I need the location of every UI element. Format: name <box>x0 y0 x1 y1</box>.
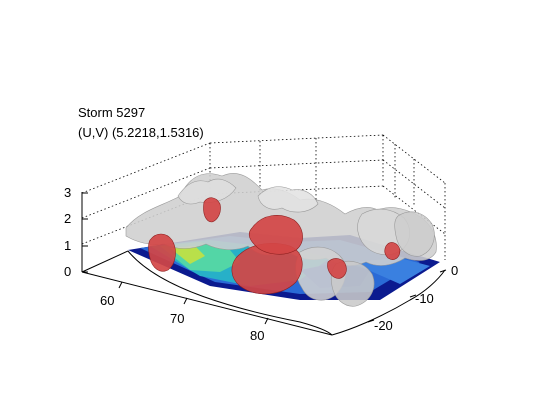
x-tick-label: 60 <box>100 293 114 308</box>
x-axis: 60 70 80 <box>100 281 269 343</box>
y-tick-label: 0 <box>451 263 458 278</box>
z-tick-label: 3 <box>64 185 71 200</box>
y-tick-label: -20 <box>374 318 393 333</box>
grey-isosurface <box>125 173 437 307</box>
x-tick-label: 70 <box>170 311 184 326</box>
axis-box <box>81 192 446 336</box>
z-tick-label: 1 <box>64 238 71 253</box>
red-isosurface <box>148 197 401 295</box>
y-axis: 0 -10 -20 <box>367 263 458 333</box>
z-tick-label: 0 <box>64 264 71 279</box>
z-tick-label: 2 <box>64 211 71 226</box>
z-axis: 0 1 2 3 <box>64 185 88 279</box>
y-tick-label: -10 <box>415 291 434 306</box>
x-tick-label: 80 <box>250 328 264 343</box>
chart-title-line-2: (U,V) (5.2218,1.5316) <box>78 125 204 140</box>
chart-title-line-1: Storm 5297 <box>78 105 146 120</box>
